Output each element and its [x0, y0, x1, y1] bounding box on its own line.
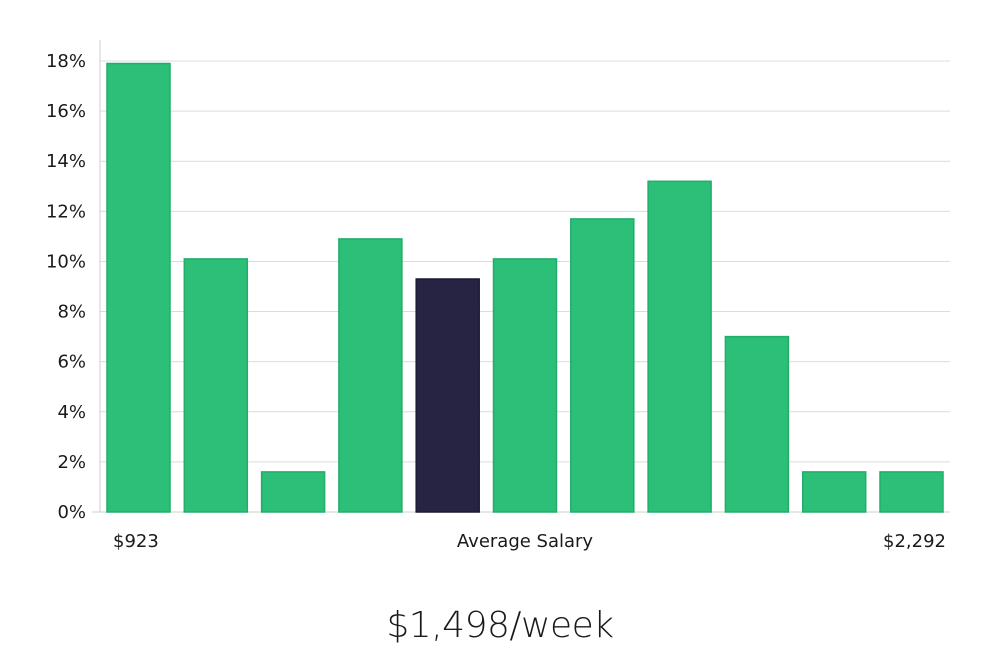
- bar: [801, 471, 867, 513]
- bar-average-highlight: [415, 278, 480, 513]
- y-tick-label: 14%: [46, 151, 86, 172]
- y-tick-label: 6%: [57, 352, 86, 373]
- y-tick-label: 8%: [57, 302, 86, 323]
- bar: [647, 180, 712, 513]
- bars: [106, 62, 944, 513]
- salary-histogram-chart: 0% 2% 4% 6% 8% 10% 12% 14% 16% 18% $923 Average S…: [46, 40, 950, 552]
- y-tick-label: 10%: [46, 251, 86, 272]
- y-tick-label: 0%: [57, 502, 86, 523]
- bar: [492, 258, 558, 513]
- y-tick-labels: 0% 2% 4% 6% 8% 10% 12% 14% 16% 18%: [46, 51, 86, 523]
- y-tick-label: 16%: [46, 101, 86, 122]
- bar: [338, 238, 403, 513]
- x-label-max: $2,292: [883, 531, 946, 552]
- y-tick-label: 2%: [57, 452, 86, 473]
- bar: [570, 218, 635, 513]
- bar: [724, 335, 790, 513]
- y-tick-label: 4%: [57, 402, 86, 423]
- bar: [260, 471, 326, 513]
- bar: [183, 258, 249, 513]
- y-tick-label: 18%: [46, 51, 86, 72]
- average-salary-headline: $1,498/week: [386, 605, 614, 646]
- x-label-min: $923: [113, 531, 159, 552]
- bar: [106, 62, 171, 513]
- y-tick-label: 12%: [46, 201, 86, 222]
- bar: [879, 471, 944, 513]
- x-labels: $923 Average Salary $2,292: [113, 531, 946, 552]
- x-label-center: Average Salary: [457, 531, 594, 552]
